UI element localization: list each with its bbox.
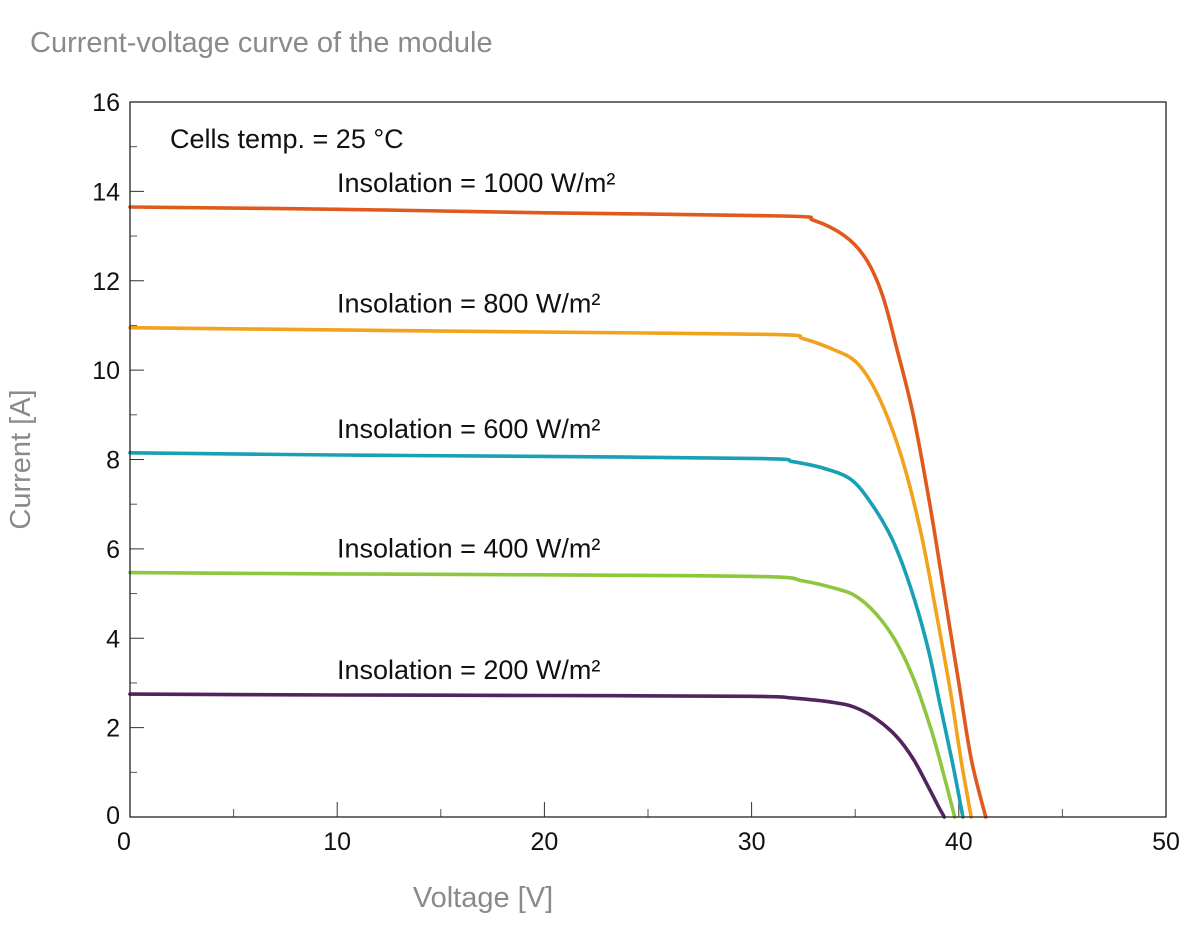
chart-title: Current-voltage curve of the module — [30, 27, 493, 60]
plot-frame — [129, 101, 1167, 818]
x-tick-label: 20 — [530, 828, 558, 856]
series-label-2: Insolation = 600 W/m² — [337, 414, 600, 444]
series-line-2 — [128, 451, 965, 819]
series-line-3 — [128, 570, 957, 819]
series-label-4: Insolation = 200 W/m² — [337, 655, 600, 685]
series-lines — [128, 205, 988, 819]
minor-ticks — [130, 146, 1063, 817]
y-axis-ticks: 0 2 4 6 8 10 12 14 16 — [92, 89, 144, 830]
series-line-4 — [128, 692, 947, 819]
y-tick-label: 0 — [106, 802, 120, 830]
x-axis-label: Voltage [V] — [413, 882, 553, 914]
y-axis-label: Current [A] — [5, 389, 37, 529]
x-tick-label: 50 — [1152, 828, 1180, 856]
y-tick-label: 12 — [92, 268, 120, 296]
series-label-3: Insolation = 400 W/m² — [337, 534, 600, 564]
y-tick-label: 10 — [92, 357, 120, 385]
y-tick-label: 6 — [106, 536, 120, 564]
x-tick-label: 40 — [945, 828, 973, 856]
x-tick-label: 10 — [323, 828, 351, 856]
x-tick-label: 0 — [117, 828, 131, 856]
y-tick-label: 8 — [106, 447, 120, 475]
y-tick-label: 14 — [92, 178, 120, 206]
series-line-0 — [128, 205, 988, 819]
x-tick-label: 30 — [738, 828, 766, 856]
y-tick-label: 4 — [106, 625, 120, 653]
x-axis-ticks: 0 10 20 30 40 50 — [117, 802, 1180, 856]
series-label-0: Insolation = 1000 W/m² — [337, 168, 615, 198]
cells-temp-annotation: Cells temp. = 25 °C — [170, 124, 404, 154]
y-tick-label: 16 — [92, 89, 120, 117]
series-labels: Insolation = 1000 W/m² Insolation = 800 W… — [337, 168, 615, 685]
series-label-1: Insolation = 800 W/m² — [337, 289, 600, 319]
series-line-1 — [128, 325, 973, 819]
y-tick-label: 2 — [106, 715, 120, 743]
